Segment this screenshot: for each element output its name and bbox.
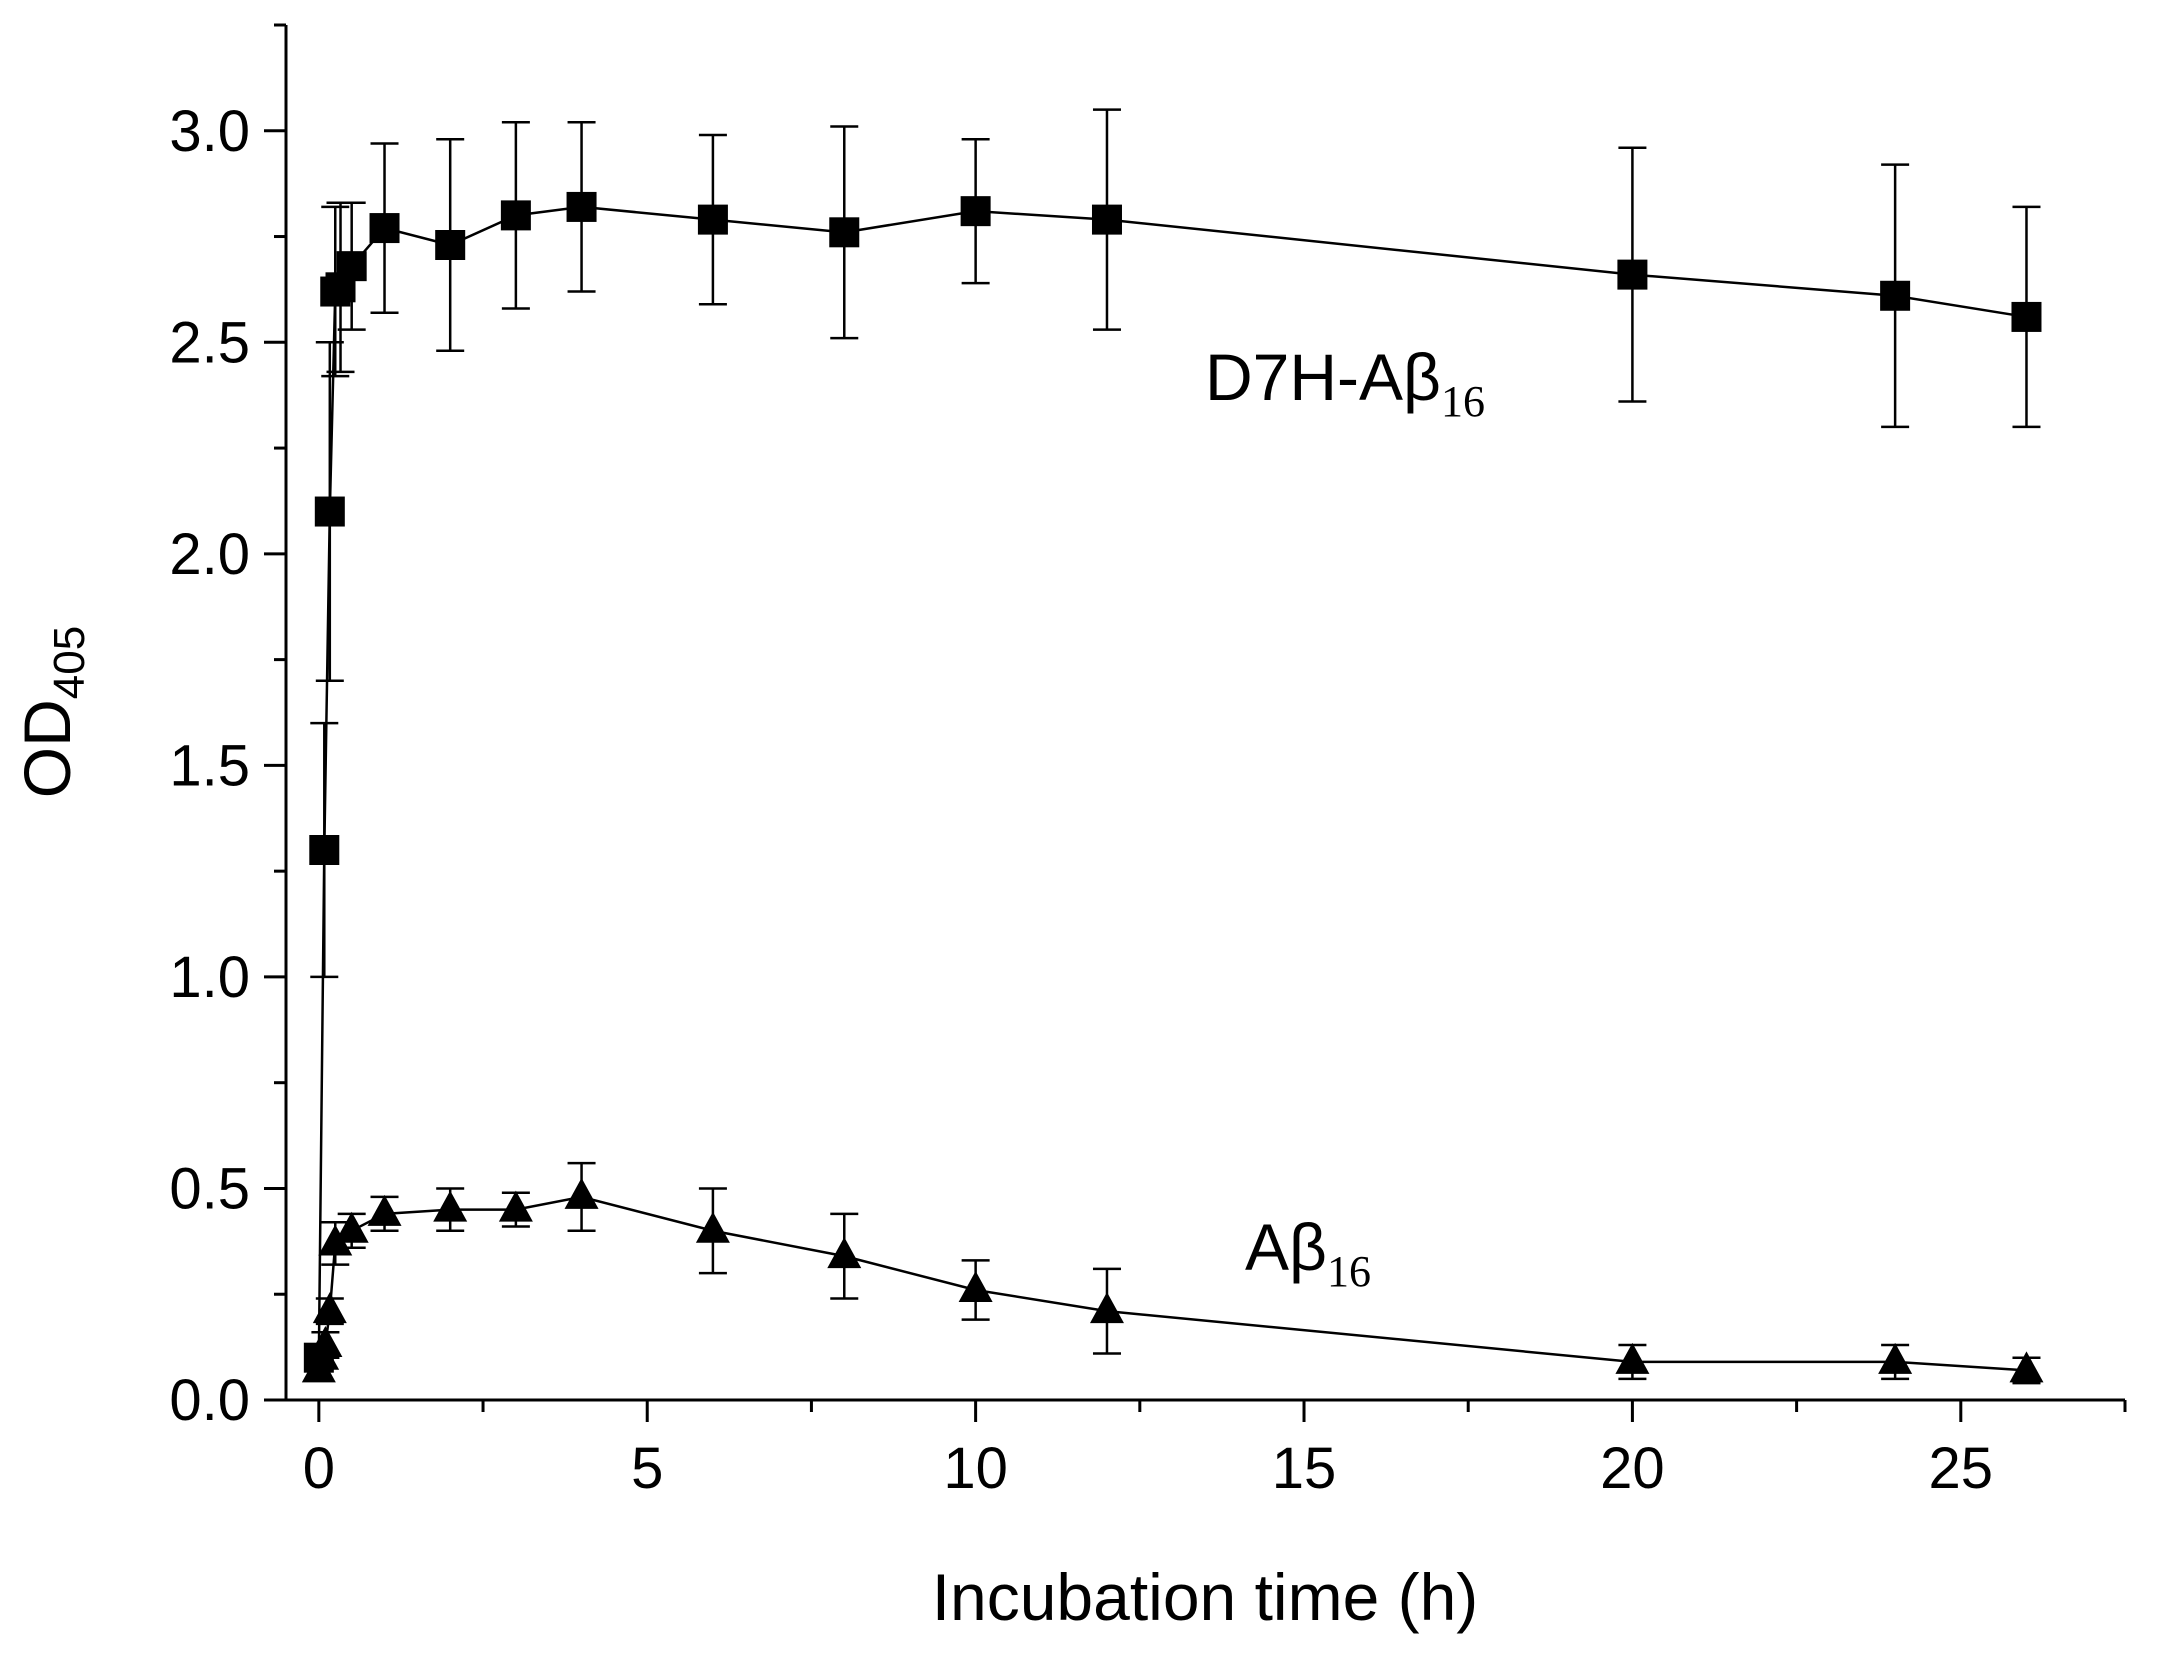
y-axis-title-sub: 405 <box>45 626 94 699</box>
marker-triangle <box>1878 1342 1913 1374</box>
marker-square <box>369 213 400 244</box>
marker-triangle <box>498 1190 533 1222</box>
x-tick-label: 15 <box>1272 1436 1337 1501</box>
marker-triangle <box>958 1271 993 1302</box>
series-label: D7H-Aβ16 <box>1205 340 1485 426</box>
marker-square <box>566 191 597 222</box>
marker-square <box>1880 280 1911 311</box>
marker-square <box>697 204 728 235</box>
marker-triangle <box>827 1237 862 1269</box>
y-tick-label: 0.0 <box>169 1368 250 1433</box>
marker-square <box>314 496 345 527</box>
y-tick-label: 2.0 <box>169 522 250 587</box>
marker-square <box>435 230 466 260</box>
x-tick-label: 10 <box>943 1436 1008 1501</box>
series-line <box>317 1195 2027 1372</box>
marker-triangle <box>695 1211 730 1243</box>
marker-square <box>309 835 340 865</box>
series-label-name: Aβ <box>1245 1210 1327 1284</box>
series-line <box>317 205 2027 1358</box>
marker-triangle <box>308 1326 343 1357</box>
series-label-sub: 16 <box>1327 1247 1371 1296</box>
x-axis-title: Incubation time (h) <box>932 1560 1479 1634</box>
marker-triangle <box>367 1194 402 1226</box>
marker-triangle <box>433 1190 468 1222</box>
y-tick-label: 2.5 <box>169 310 250 375</box>
marker-square <box>829 217 860 248</box>
y-tick-label: 3.0 <box>169 99 250 164</box>
marker-square <box>960 196 991 227</box>
marker-triangle <box>564 1177 599 1209</box>
x-tick-label: 20 <box>1600 1436 1665 1501</box>
marker-square <box>336 251 367 282</box>
series-label-sub: 16 <box>1441 377 1485 426</box>
marker-square <box>500 200 531 231</box>
x-tick-label: 0 <box>303 1436 335 1501</box>
series-label-name: D7H-Aβ <box>1205 340 1441 414</box>
marker-square <box>1617 259 1648 290</box>
marker-triangle <box>2009 1351 2044 1383</box>
marker-triangle <box>1089 1292 1124 1324</box>
y-tick-label: 1.5 <box>169 733 250 798</box>
x-tick-label: 5 <box>631 1436 663 1501</box>
marker-triangle <box>312 1292 347 1324</box>
series-label: Aβ16 <box>1245 1210 1371 1296</box>
y-axis-title: OD405 <box>10 626 94 798</box>
marker-square <box>1091 204 1122 235</box>
marker-square <box>2011 301 2042 332</box>
marker-triangle <box>334 1211 369 1243</box>
y-tick-label: 1.0 <box>169 945 250 1010</box>
y-tick-label: 0.5 <box>169 1156 250 1221</box>
marker-triangle <box>1615 1342 1650 1374</box>
y-axis-title-main: OD <box>10 699 84 798</box>
x-tick-label: 25 <box>1929 1436 1994 1501</box>
